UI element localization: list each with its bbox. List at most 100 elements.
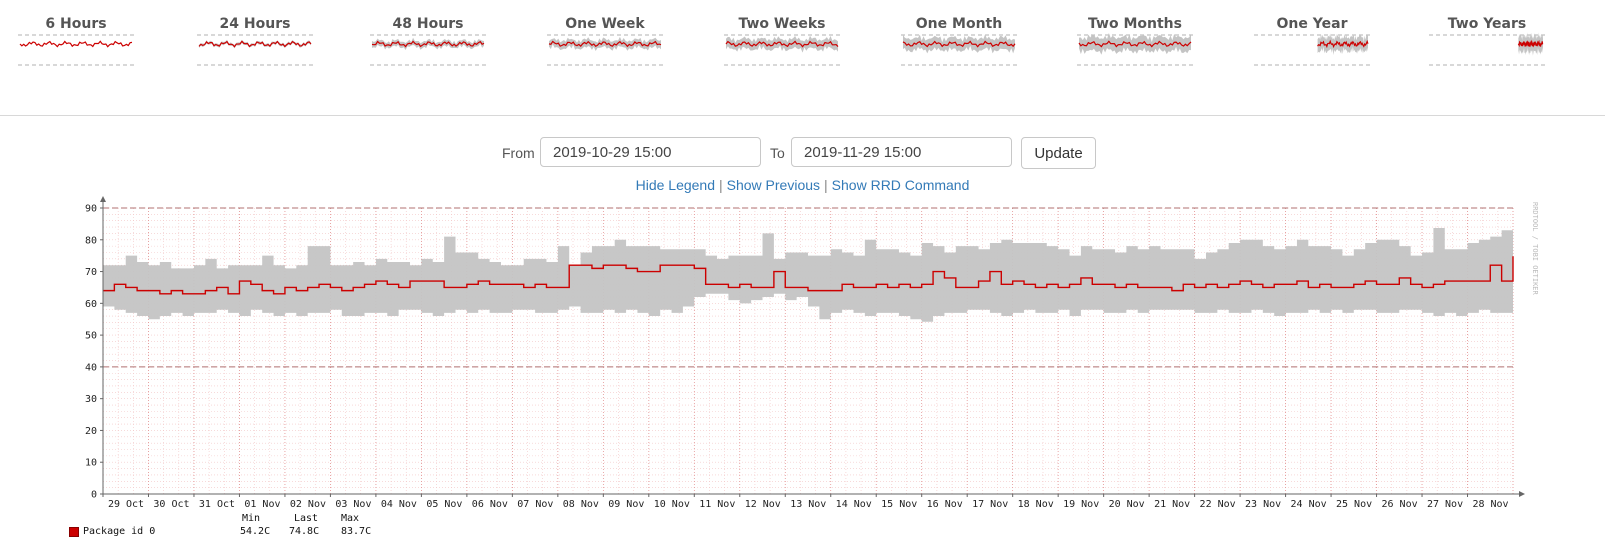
thumbnail-graph	[197, 34, 313, 66]
update-button[interactable]: Update	[1021, 137, 1096, 169]
legend-col-header: Last	[294, 513, 319, 524]
x-tick-label: 14 Nov	[836, 499, 872, 510]
thumbnail-48-hours[interactable]: 48 Hours	[370, 14, 486, 84]
thumbnail-title: Two Weeks	[738, 16, 826, 32]
from-date-input[interactable]	[540, 137, 761, 167]
thumbnail-two-weeks[interactable]: Two Weeks	[724, 14, 840, 84]
x-axis-arrow	[1519, 491, 1525, 497]
thumbnail-graph	[901, 34, 1017, 66]
x-tick-label: 23 Nov	[1245, 499, 1281, 510]
thumb-line	[198, 40, 312, 48]
y-tick-label: 50	[85, 331, 97, 342]
x-tick-label: 15 Nov	[881, 499, 917, 510]
thumb-band	[549, 36, 661, 52]
legend-col-header: Min	[242, 513, 261, 524]
x-tick-label: 31 Oct	[199, 499, 235, 510]
thumbnail-title: 24 Hours	[219, 16, 291, 32]
y-tick-label: 10	[85, 458, 97, 469]
from-label: From	[502, 145, 535, 161]
thumbnail-graph	[18, 34, 134, 66]
link-separator: |	[824, 177, 828, 193]
x-tick-label: 08 Nov	[563, 499, 599, 510]
watermark: RRDTOOL / TOBI OETIKER	[1531, 202, 1539, 296]
thumb-band	[1079, 33, 1191, 55]
thumb-line	[1078, 40, 1192, 48]
thumb-line	[725, 40, 839, 48]
thumbnail-two-months[interactable]: Two Months	[1077, 14, 1193, 84]
y-axis-arrow	[100, 196, 106, 202]
thumbnail-graph	[1429, 32, 1545, 66]
x-tick-label: 26 Nov	[1381, 499, 1417, 510]
hide-legend-link[interactable]: Hide Legend	[635, 177, 715, 193]
thumbnail-graph	[1254, 33, 1370, 66]
x-tick-label: 13 Nov	[790, 499, 826, 510]
x-tick-label: 07 Nov	[517, 499, 553, 510]
thumbnail-one-year[interactable]: One Year	[1254, 14, 1370, 84]
x-tick-label: 05 Nov	[426, 499, 462, 510]
x-tick-label: 18 Nov	[1018, 499, 1054, 510]
graph-links: Hide Legend | Show Previous | Show RRD Comma…	[0, 177, 1605, 193]
legend-value-max: 83.7C	[341, 526, 372, 537]
thumbnail-two-years[interactable]: Two Years	[1429, 14, 1545, 84]
x-tick-label: 02 Nov	[290, 499, 326, 510]
y-tick-label: 40	[85, 362, 97, 373]
x-tick-label: 25 Nov	[1336, 499, 1372, 510]
x-tick-label: 11 Nov	[699, 499, 735, 510]
x-tick-label: 22 Nov	[1200, 499, 1236, 510]
thumbnail-graph	[1077, 33, 1193, 66]
legend-series-name: Package id 0	[83, 526, 156, 537]
link-separator: |	[719, 177, 723, 193]
thumbnail-graph	[724, 34, 840, 66]
x-tick-label: 19 Nov	[1063, 499, 1099, 510]
x-tick-label: 04 Nov	[381, 499, 417, 510]
y-tick-label: 0	[91, 490, 97, 501]
thumbnail-graph	[547, 34, 663, 66]
min-max-band	[103, 228, 1513, 322]
period-thumbnails: 6 Hours 24 Hours 48 Hours One Week Two W…	[0, 0, 1605, 116]
y-tick-label: 60	[85, 299, 97, 310]
y-tick-label: 80	[85, 235, 97, 246]
legend-value-last: 74.8C	[289, 526, 320, 537]
temperature-chart: 0 10 20 30 40 50 60 70 80 90 29 Oct 30 Oct 31 Oct 01 …	[85, 196, 1539, 510]
x-tick-label: 27 Nov	[1427, 499, 1463, 510]
thumb-line	[1517, 39, 1544, 48]
y-tick-label: 70	[85, 267, 97, 278]
thumbnail-title: One Week	[565, 16, 645, 32]
thumbnail-one-month[interactable]: One Month	[901, 14, 1017, 84]
thumbnail-24-hours[interactable]: 24 Hours	[197, 14, 313, 84]
x-tick-label: 09 Nov	[608, 499, 644, 510]
x-tick-label: 10 Nov	[654, 499, 690, 510]
x-tick-label: 06 Nov	[472, 499, 508, 510]
x-tick-label: 30 Oct	[153, 499, 189, 510]
thumbnail-6-hours[interactable]: 6 Hours	[18, 14, 134, 84]
x-tick-label: 28 Nov	[1472, 499, 1508, 510]
y-tick-label: 30	[85, 394, 97, 405]
legend-col-header: Max	[341, 513, 360, 524]
legend-swatch	[69, 527, 79, 537]
to-date-input[interactable]	[791, 137, 1012, 167]
show-rrd-command-link[interactable]: Show RRD Command	[831, 177, 970, 193]
thumb-line	[548, 40, 662, 48]
thumb-band	[903, 34, 1015, 54]
y-tick-label: 90	[85, 204, 97, 215]
x-tick-label: 12 Nov	[745, 499, 781, 510]
thumb-line	[902, 40, 1016, 48]
x-tick-label: 20 Nov	[1109, 499, 1145, 510]
x-tick-label: 29 Oct	[108, 499, 144, 510]
legend-value-min: 54.2C	[240, 526, 271, 537]
x-tick-label: 24 Nov	[1291, 499, 1327, 510]
thumb-line	[19, 40, 133, 48]
thumbnail-graph	[370, 34, 486, 66]
to-label: To	[770, 145, 785, 161]
date-range-controls: From To Update	[0, 137, 1605, 171]
x-tick-label: 01 Nov	[244, 499, 280, 510]
thumbnail-one-week[interactable]: One Week	[547, 14, 663, 84]
show-previous-link[interactable]: Show Previous	[726, 177, 821, 193]
thumbnail-title: One Month	[915, 16, 1003, 32]
x-tick-label: 03 Nov	[335, 499, 371, 510]
thumbnail-title: One Year	[1276, 16, 1348, 32]
y-tick-label: 20	[85, 426, 97, 437]
thumbnail-title: Two Years	[1447, 16, 1527, 32]
thumbnail-title: 6 Hours	[45, 16, 107, 32]
thumb-line	[371, 40, 485, 48]
